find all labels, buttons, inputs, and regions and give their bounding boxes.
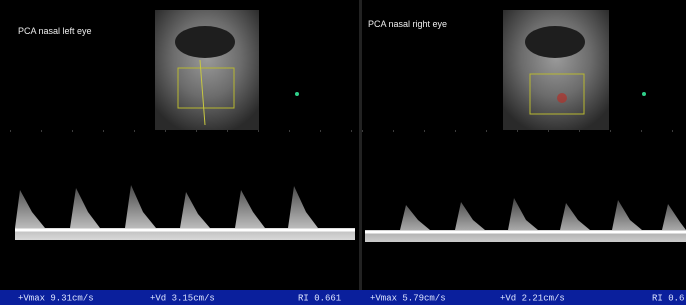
vmax: +Vmax 5.79cm/s (370, 293, 446, 303)
flow-signal (557, 93, 567, 103)
globe (525, 26, 585, 58)
measurement-bar (0, 290, 686, 305)
ultrasound-screen: PCA nasal left eye PCA nasal right eye +… (0, 0, 686, 305)
marker (642, 92, 646, 96)
vd: +Vd 3.15cm/s (150, 293, 215, 303)
vd: +Vd 2.21cm/s (500, 293, 565, 303)
panel-label: PCA nasal right eye (368, 19, 447, 29)
page: PCA nasal left eye PCA nasal right eye +… (0, 0, 686, 305)
divider (359, 0, 362, 290)
globe (175, 26, 235, 58)
ri: RI 0.661 (298, 293, 341, 303)
vmax: +Vmax 9.31cm/s (18, 293, 94, 303)
marker (295, 92, 299, 96)
ri: RI 0.6 (652, 293, 684, 303)
panel-label: PCA nasal left eye (18, 26, 92, 36)
